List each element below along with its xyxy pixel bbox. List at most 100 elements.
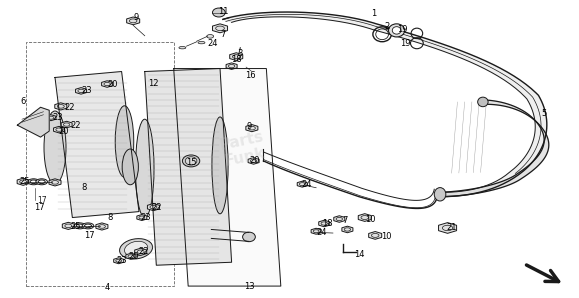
Text: 21: 21 <box>446 224 457 232</box>
Text: 25: 25 <box>20 177 30 186</box>
Polygon shape <box>63 222 74 229</box>
Text: 23: 23 <box>53 113 63 122</box>
Text: 25: 25 <box>70 222 80 231</box>
Ellipse shape <box>179 46 186 49</box>
Polygon shape <box>135 248 146 255</box>
Ellipse shape <box>198 41 205 44</box>
Text: 17: 17 <box>85 231 95 240</box>
Text: 12: 12 <box>148 79 159 88</box>
Text: 2: 2 <box>384 22 390 31</box>
Text: 18: 18 <box>231 55 241 64</box>
Text: 24: 24 <box>316 228 327 237</box>
Polygon shape <box>96 223 108 230</box>
Polygon shape <box>61 121 72 128</box>
Text: 8: 8 <box>107 213 113 222</box>
Text: 20: 20 <box>250 156 260 165</box>
Polygon shape <box>17 107 49 137</box>
Text: 24: 24 <box>302 180 312 189</box>
Text: 3: 3 <box>237 49 243 58</box>
Text: 23: 23 <box>82 86 92 95</box>
Ellipse shape <box>207 35 214 38</box>
Text: 19: 19 <box>400 39 411 48</box>
Text: 14: 14 <box>354 250 364 259</box>
Text: 17: 17 <box>37 196 46 205</box>
Circle shape <box>36 179 47 185</box>
Ellipse shape <box>243 232 255 242</box>
Polygon shape <box>369 232 382 239</box>
Polygon shape <box>75 88 87 94</box>
Text: 20: 20 <box>128 252 138 261</box>
Polygon shape <box>148 204 159 211</box>
Ellipse shape <box>122 149 138 185</box>
Text: 20: 20 <box>58 127 69 136</box>
Polygon shape <box>55 103 67 110</box>
Text: 7: 7 <box>220 30 226 39</box>
Ellipse shape <box>124 241 148 256</box>
Polygon shape <box>17 178 29 185</box>
Bar <box>26 42 174 286</box>
Polygon shape <box>212 24 228 33</box>
Text: 22: 22 <box>70 121 80 130</box>
Ellipse shape <box>50 113 83 134</box>
Circle shape <box>28 179 39 185</box>
Ellipse shape <box>212 8 225 17</box>
Polygon shape <box>334 216 345 222</box>
Text: 13: 13 <box>244 282 254 291</box>
Text: 22: 22 <box>151 203 162 212</box>
Polygon shape <box>145 69 232 265</box>
Ellipse shape <box>478 97 488 107</box>
Text: 16: 16 <box>245 72 255 80</box>
Text: 17: 17 <box>34 203 45 212</box>
Text: 9: 9 <box>246 122 252 131</box>
Circle shape <box>74 223 86 229</box>
Ellipse shape <box>115 106 134 177</box>
Polygon shape <box>230 53 243 60</box>
Text: Parts
Funk: Parts Funk <box>218 128 269 170</box>
Polygon shape <box>137 215 147 221</box>
Text: 7: 7 <box>342 216 347 225</box>
Text: 6: 6 <box>20 97 26 106</box>
Text: 23: 23 <box>116 256 127 265</box>
Text: 23: 23 <box>141 213 151 222</box>
Ellipse shape <box>44 111 66 184</box>
Polygon shape <box>126 253 136 259</box>
Polygon shape <box>55 72 139 218</box>
Polygon shape <box>342 226 353 233</box>
Circle shape <box>38 180 45 184</box>
Polygon shape <box>311 228 321 234</box>
Polygon shape <box>174 69 281 286</box>
Text: 10: 10 <box>365 215 376 224</box>
Polygon shape <box>49 179 61 186</box>
Text: 8: 8 <box>81 183 87 192</box>
Text: 22: 22 <box>138 247 149 256</box>
Ellipse shape <box>135 119 154 218</box>
Ellipse shape <box>56 116 78 131</box>
Ellipse shape <box>434 188 446 201</box>
Text: 24: 24 <box>208 39 218 48</box>
Circle shape <box>76 224 83 228</box>
Text: 1: 1 <box>371 9 376 18</box>
Polygon shape <box>223 12 547 197</box>
Polygon shape <box>437 100 549 197</box>
Text: 19: 19 <box>397 25 408 34</box>
Polygon shape <box>101 81 113 87</box>
Ellipse shape <box>120 239 152 259</box>
Ellipse shape <box>182 155 200 167</box>
Circle shape <box>85 224 91 228</box>
Text: 20: 20 <box>108 80 118 89</box>
Text: 4: 4 <box>104 283 110 292</box>
Circle shape <box>82 223 94 229</box>
Circle shape <box>30 180 37 184</box>
Polygon shape <box>297 181 307 187</box>
Polygon shape <box>53 126 65 133</box>
Ellipse shape <box>393 27 401 34</box>
Ellipse shape <box>389 24 405 37</box>
Polygon shape <box>358 214 371 221</box>
Text: 15: 15 <box>186 158 196 167</box>
Polygon shape <box>318 220 330 227</box>
Polygon shape <box>438 223 457 233</box>
Text: 11: 11 <box>218 7 228 16</box>
Polygon shape <box>46 115 56 121</box>
Polygon shape <box>127 17 140 25</box>
Polygon shape <box>113 258 124 264</box>
